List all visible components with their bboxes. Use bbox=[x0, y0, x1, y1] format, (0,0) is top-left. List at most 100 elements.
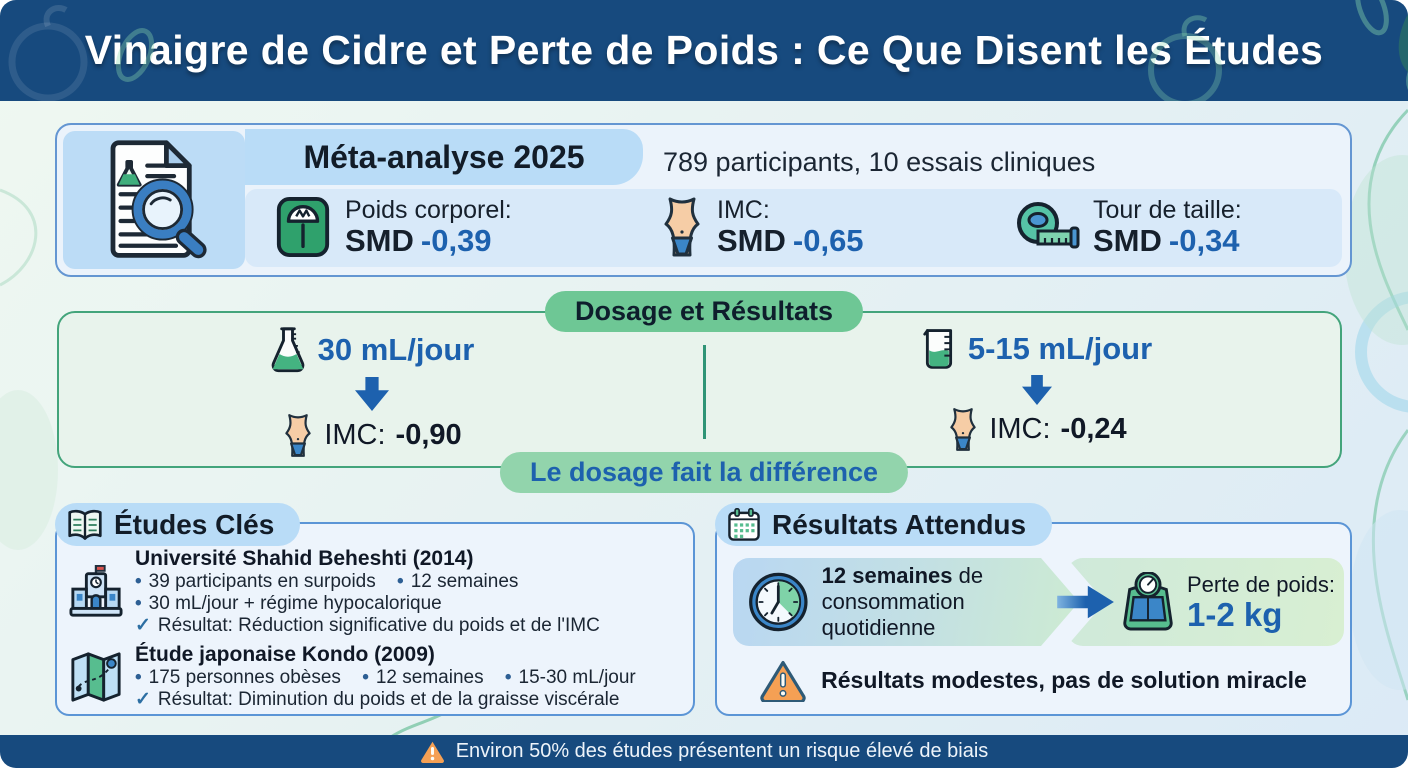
dosage-title: Dosage et Résultats bbox=[574, 296, 834, 326]
dosage-title-pill: Dosage et Résultats bbox=[544, 291, 864, 332]
bullet-icon: • bbox=[135, 571, 142, 592]
duration-line1: 12 semaines de bbox=[822, 563, 1079, 589]
stat-bmi: IMC: SMD -0,65 bbox=[660, 189, 864, 265]
meta-analysis-title-pill: Méta-analyse 2025 bbox=[245, 129, 643, 185]
map-icon bbox=[71, 651, 121, 702]
arrow-down-icon bbox=[355, 377, 389, 411]
bathroom-scale-icon bbox=[1123, 572, 1173, 631]
book-icon bbox=[68, 509, 102, 540]
dosage-high-column: 30 mL/jour IMC: -0,90 bbox=[172, 326, 572, 458]
duration-text: 12 semaines de consommation quotidienne bbox=[822, 563, 1079, 641]
study-name: Étude japonaise Kondo (2009) bbox=[135, 643, 435, 666]
meta-icon-box bbox=[63, 131, 245, 269]
body-icon bbox=[950, 408, 977, 451]
university-icon bbox=[69, 564, 123, 617]
study-result: Résultat: Diminution du poids et de la g… bbox=[157, 689, 620, 710]
study-bullet-line: • 175 personnes obèses • 12 semaines • 15-3… bbox=[135, 667, 685, 689]
dose-amount: 5-15 mL/jour bbox=[967, 330, 1153, 366]
warning-text: Résultats modestes, pas de solution mira… bbox=[821, 666, 1307, 693]
stat-value: -0,65 bbox=[792, 223, 864, 258]
duration-weeks: 12 semaines bbox=[821, 563, 953, 588]
imc-label: IMC: bbox=[324, 419, 386, 451]
bullet-icon: • bbox=[397, 571, 404, 592]
stat-value-line: SMD -0,34 bbox=[1093, 223, 1240, 258]
bullet-icon: • bbox=[135, 667, 142, 688]
stat-value: -0,34 bbox=[1168, 223, 1240, 258]
document-search-icon bbox=[110, 140, 207, 259]
study-bullet: 12 semaines bbox=[375, 667, 484, 688]
imc-result-row: IMC: -0,90 bbox=[172, 413, 572, 458]
expected-title-pill: Résultats Attendus bbox=[715, 503, 1053, 546]
stat-label: Poids corporel: bbox=[345, 196, 512, 224]
outcome-value: 1-2 kg bbox=[1187, 595, 1283, 633]
stat-body-weight: Poids corporel: SMD -0,39 bbox=[274, 189, 512, 265]
imc-result-row: IMC: -0,24 bbox=[837, 407, 1237, 452]
imc-label: IMC: bbox=[989, 413, 1051, 445]
footer-text: Environ 50% des études présentent un ris… bbox=[455, 740, 989, 762]
imc-value: -0,24 bbox=[1060, 413, 1127, 445]
imc-value: -0,90 bbox=[395, 419, 462, 451]
stat-waist: Tour de taille: SMD -0,34 bbox=[1014, 189, 1242, 265]
outcome-text: Perte de poids: 1-2 kg bbox=[1187, 572, 1335, 633]
stat-text: Poids corporel: SMD -0,39 bbox=[345, 196, 512, 258]
duration-box: 12 semaines de consommation quotidienne bbox=[733, 558, 1079, 646]
study-bullet: 30 mL/jour + régime hypocalorique bbox=[148, 593, 442, 614]
study-bullet: 15-30 mL/jour bbox=[518, 667, 636, 688]
study-item: Université Shahid Beheshti (2014) • 39 pa… bbox=[69, 546, 685, 637]
stat-label: Tour de taille: bbox=[1093, 196, 1242, 224]
meta-analysis-title: Méta-analyse 2025 bbox=[303, 138, 585, 175]
check-icon: ✓ bbox=[135, 689, 151, 710]
dosage-footer-text: Le dosage fait la différence bbox=[529, 457, 879, 487]
study-result: Résultat: Réduction significative du poi… bbox=[157, 615, 600, 636]
footer-banner: Environ 50% des études présentent un ris… bbox=[0, 735, 1408, 768]
stat-prefix: SMD bbox=[345, 223, 414, 258]
duration-line2: consommation quotidienne bbox=[821, 589, 965, 640]
warning-row: Résultats modestes, pas de solution mira… bbox=[717, 654, 1350, 706]
arrow-right-icon bbox=[1057, 585, 1114, 619]
studies-card: Université Shahid Beheshti (2014) • 39 pa… bbox=[55, 522, 695, 716]
tape-measure-icon bbox=[1017, 202, 1080, 249]
page-title: Vinaigre de Cidre et Perte de Poids : Ce… bbox=[84, 27, 1324, 73]
meta-stats-strip bbox=[245, 189, 1342, 267]
dose-row: 30 mL/jour bbox=[172, 326, 572, 373]
expected-results-card: 12 semaines de consommation quotidienne … bbox=[715, 522, 1352, 716]
outcome-label: Perte de poids: bbox=[1187, 571, 1335, 597]
study-body: Université Shahid Beheshti (2014) • 39 pa… bbox=[135, 546, 685, 637]
study-result-line: ✓ Résultat: Réduction significative du po… bbox=[135, 615, 685, 637]
meta-analysis-subtitle: 789 participants, 10 essais cliniques bbox=[663, 147, 1096, 177]
warning-icon bbox=[420, 741, 444, 763]
study-item: Étude japonaise Kondo (2009) • 175 person… bbox=[69, 642, 685, 711]
expected-title: Résultats Attendus bbox=[772, 508, 1027, 540]
clock-icon bbox=[747, 570, 810, 634]
bullet-icon: • bbox=[362, 667, 369, 688]
dose-amount: 30 mL/jour bbox=[317, 331, 475, 367]
arrow-down-icon bbox=[1022, 375, 1052, 405]
stat-value-line: SMD -0,65 bbox=[717, 223, 864, 258]
stat-text: IMC: SMD -0,65 bbox=[717, 196, 864, 258]
study-body: Étude japonaise Kondo (2009) • 175 person… bbox=[135, 642, 685, 711]
study-bullet: 39 participants en surpoids bbox=[148, 571, 376, 592]
duration-mid: de bbox=[958, 563, 984, 588]
stat-label: IMC: bbox=[717, 196, 770, 224]
body-icon bbox=[664, 197, 700, 257]
stat-prefix: SMD bbox=[717, 223, 786, 258]
header-banner: Vinaigre de Cidre et Perte de Poids : Ce… bbox=[0, 0, 1408, 101]
meta-analysis-card: Méta-analyse 2025 789 participants, 10 e… bbox=[55, 123, 1352, 277]
study-bullet: 12 semaines bbox=[410, 571, 519, 592]
stat-text: Tour de taille: SMD -0,34 bbox=[1093, 196, 1242, 258]
beaker-icon bbox=[923, 329, 952, 369]
dose-row: 5-15 mL/jour bbox=[837, 326, 1237, 371]
check-icon: ✓ bbox=[135, 615, 151, 636]
calendar-icon bbox=[728, 507, 760, 541]
bullet-icon: • bbox=[135, 593, 142, 614]
study-bullet: 175 personnes obèses bbox=[148, 667, 341, 688]
bullet-icon: • bbox=[504, 667, 512, 688]
study-name: Université Shahid Beheshti (2014) bbox=[135, 547, 474, 570]
body-icon bbox=[285, 414, 312, 457]
study-bullet-line: • 30 mL/jour + régime hypocalorique bbox=[135, 593, 685, 615]
stat-prefix: SMD bbox=[1093, 223, 1162, 258]
study-bullet-line: • 39 participants en surpoids • 12 semaine… bbox=[135, 571, 685, 593]
stat-value: -0,39 bbox=[420, 223, 492, 258]
dosage-low-column: 5-15 mL/jour IMC: -0,24 bbox=[837, 326, 1237, 452]
